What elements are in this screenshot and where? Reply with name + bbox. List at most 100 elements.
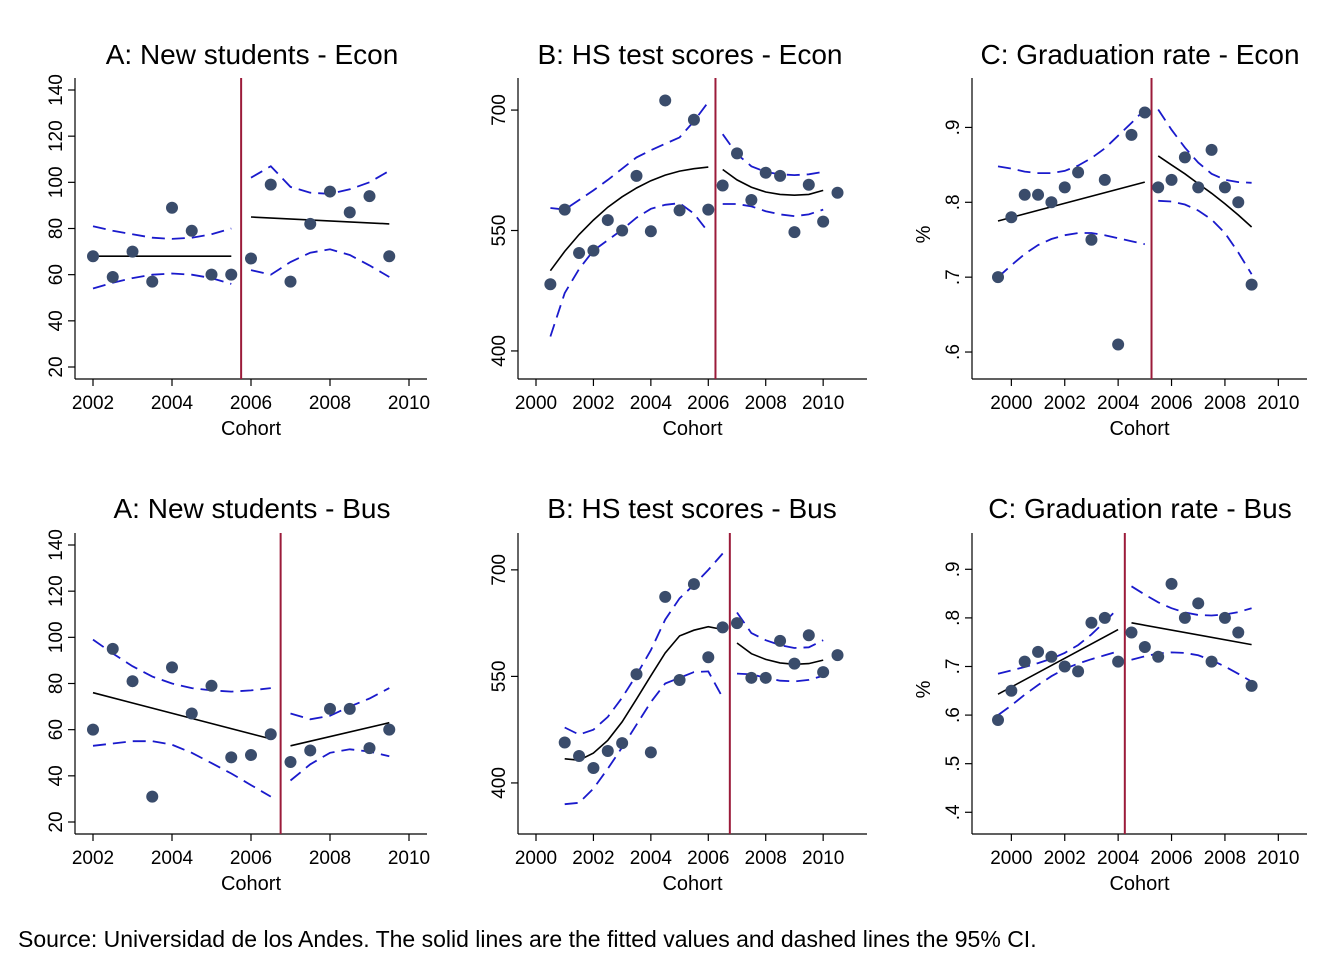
data-point	[831, 649, 844, 662]
x-tick-label: 2002	[1044, 848, 1086, 869]
x-axis-label: Cohort	[221, 418, 281, 440]
data-point	[264, 728, 277, 741]
x-tick-label: 2004	[1097, 393, 1140, 414]
fit-left-line	[564, 625, 723, 762]
data-point	[1098, 173, 1111, 186]
data-point	[1058, 660, 1071, 673]
y-tick-label: 400	[489, 335, 510, 367]
data-point	[324, 702, 336, 715]
y-tick-label: .6	[943, 707, 964, 723]
data-point	[1018, 188, 1031, 201]
ci-left-upper-line	[92, 638, 271, 693]
x-tick-label: 2004	[630, 393, 673, 414]
data-point	[205, 268, 218, 281]
panel-6: C: Graduation rate - Bus .4 .5 .6 .7 .8 .9 2000…	[913, 493, 1307, 895]
data-point	[1178, 151, 1191, 164]
y-tick-label: 140	[46, 529, 67, 561]
data-point	[245, 252, 257, 265]
y-tick-label: 400	[489, 767, 510, 799]
fit-left-line	[997, 181, 1146, 222]
y-tick-label: 40	[46, 765, 67, 786]
data-point	[659, 590, 672, 603]
x-tick-label: 2010	[802, 848, 844, 869]
data-point	[802, 178, 815, 191]
y-tick-label: 700	[489, 554, 510, 586]
data-point	[1152, 650, 1165, 663]
data-point	[702, 203, 715, 216]
ci-right-lower-line	[1158, 199, 1253, 275]
data-point	[185, 224, 198, 237]
x-tick-label: 2008	[309, 393, 351, 414]
x-tick-label: 2008	[1204, 393, 1246, 414]
data-point	[1232, 196, 1245, 209]
data-point	[1165, 173, 1178, 186]
data-point	[225, 751, 238, 764]
data-point	[992, 713, 1005, 726]
y-axis-label: %	[913, 225, 935, 243]
y-tick-label: .7	[943, 269, 964, 285]
y-tick-label: .6	[943, 344, 964, 360]
y-tick-label: 120	[46, 120, 67, 152]
fit-right-line	[250, 216, 390, 225]
panel-3: C: Graduation rate - Econ .6 .7 .8 .9 2000 200…	[913, 39, 1307, 440]
data-point	[1152, 181, 1165, 194]
x-tick-label: 2008	[745, 393, 787, 414]
data-point	[1125, 128, 1138, 141]
data-point	[587, 762, 600, 775]
y-tick-label: .8	[943, 610, 964, 626]
panel-title: C: Graduation rate - Bus	[988, 493, 1291, 524]
y-tick-label: 100	[46, 621, 67, 653]
data-point	[817, 215, 830, 228]
data-point	[630, 169, 643, 182]
ci-left-lower-line	[997, 232, 1145, 278]
data-point	[587, 244, 600, 257]
data-point	[1098, 611, 1111, 624]
ci-left-upper-line	[997, 607, 1119, 675]
data-point	[304, 744, 317, 757]
data-point	[759, 166, 772, 179]
data-point	[731, 617, 744, 630]
x-tick-label: 2006	[687, 393, 729, 414]
x-axis-label: Cohort	[662, 418, 722, 440]
data-point	[106, 642, 119, 655]
data-point	[1232, 626, 1245, 639]
fit-right-line	[1157, 155, 1253, 228]
data-point	[87, 250, 99, 263]
panel-title: B: HS test scores - Econ	[538, 39, 843, 70]
data-point	[601, 214, 614, 227]
x-tick-label: 2006	[230, 848, 272, 869]
data-point	[759, 671, 772, 684]
data-point	[601, 744, 614, 757]
data-point	[1205, 143, 1218, 156]
x-tick-label: 2008	[1204, 848, 1246, 869]
y-tick-label: .8	[943, 194, 964, 210]
data-point	[304, 217, 317, 230]
ci-right-upper-line	[736, 611, 824, 649]
data-point	[146, 275, 159, 288]
x-axis-label: Cohort	[1109, 418, 1169, 440]
data-point	[788, 226, 801, 239]
y-tick-label: .7	[943, 659, 964, 675]
data-point	[245, 749, 257, 762]
ci-left-lower-line	[549, 202, 710, 337]
ci-left-lower-line	[997, 650, 1119, 716]
data-point	[383, 723, 396, 736]
data-point	[1245, 679, 1258, 692]
data-point	[284, 755, 297, 768]
panel-title: A: New students - Econ	[106, 39, 399, 70]
data-point	[1058, 181, 1071, 194]
data-point	[1085, 233, 1098, 246]
ci-right-lower-line	[1131, 651, 1253, 683]
data-point	[745, 671, 758, 684]
x-tick-label: 2004	[1097, 848, 1140, 869]
data-point	[126, 245, 139, 258]
data-point	[716, 179, 729, 192]
y-tick-label: .9	[943, 120, 964, 136]
x-tick-label: 2000	[990, 848, 1032, 869]
data-point	[363, 190, 376, 203]
data-point	[573, 246, 586, 259]
data-point	[731, 147, 744, 160]
data-point	[87, 723, 99, 736]
x-tick-label: 2010	[802, 393, 844, 414]
fit-right-line	[1131, 622, 1252, 646]
